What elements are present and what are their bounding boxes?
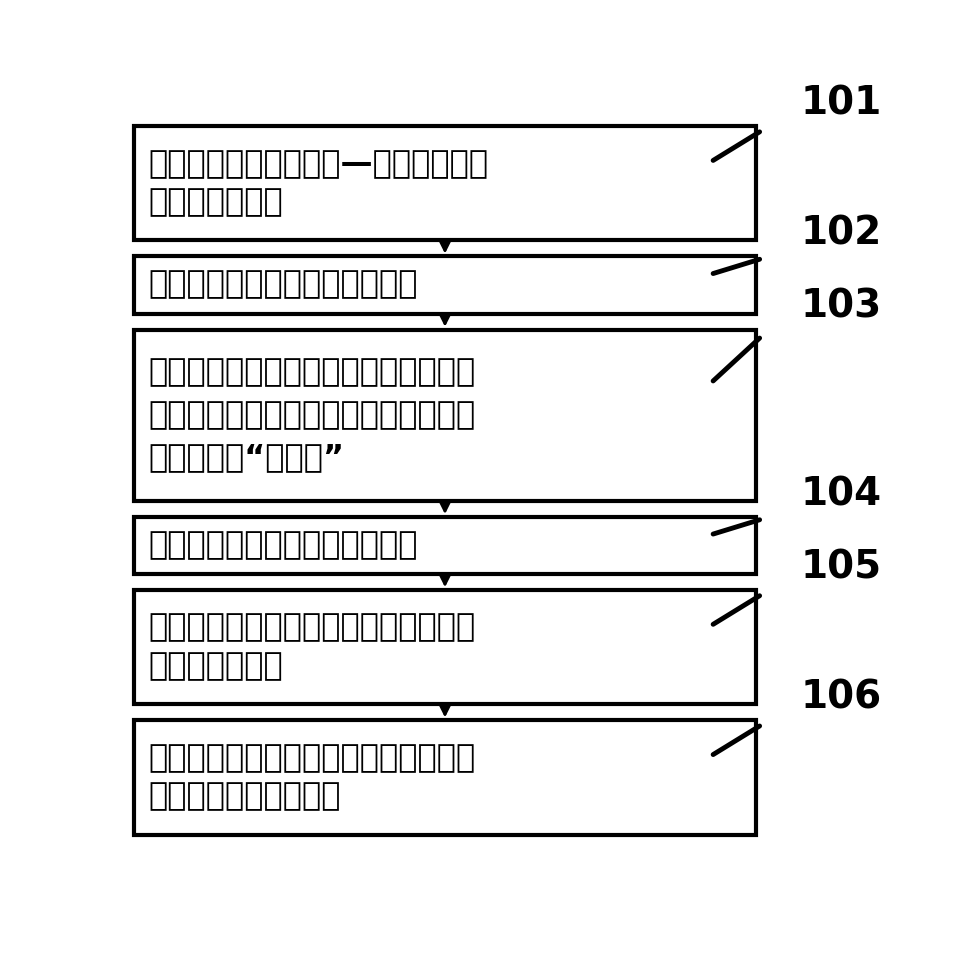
Bar [135,720,755,835]
Bar [135,517,755,574]
Bar [135,256,755,313]
Text: 将得到的各个切片的二维图像组合得到: 将得到的各个切片的二维图像组合得到 [148,743,475,774]
Text: 像区域沉积“迫踪层”: 像区域沉积“迫踪层” [148,442,344,474]
Text: 激发氦离子束，获取氦离子图像: 激发氦离子束，获取氦离子图像 [148,269,417,301]
Bar [135,126,755,241]
Text: 103: 103 [800,287,880,326]
Text: 页岩纳米孔隙三维图像: 页岩纳米孔隙三维图像 [148,781,340,812]
Text: 气体注入系统在所获取的氦离子二维图: 气体注入系统在所获取的氦离子二维图 [148,400,475,431]
Text: 105: 105 [800,548,880,586]
Text: 采用氦离子束，结合聚焦离子束和沉积: 采用氦离子束，结合聚焦离子束和沉积 [148,357,475,388]
Text: 104: 104 [800,475,880,513]
Text: 采用聚焦离子束剖挖沟槽并细刨: 采用聚焦离子束剖挖沟槽并细刨 [148,530,417,561]
Text: 分析的页岩样品: 分析的页岩样品 [148,187,283,218]
Text: 102: 102 [800,215,880,252]
Text: 制作可用于聚焦离子束—氦离子显微镜: 制作可用于聚焦离子束—氦离子显微镜 [148,149,488,180]
Bar [135,329,755,501]
Text: 采用氦离子束结合聚焦离子束重复进行: 采用氦离子束结合聚焦离子束重复进行 [148,612,475,644]
Bar [135,590,755,704]
Text: 106: 106 [800,678,880,716]
Text: 二维成像和切片: 二维成像和切片 [148,650,283,682]
Text: 101: 101 [800,84,880,122]
